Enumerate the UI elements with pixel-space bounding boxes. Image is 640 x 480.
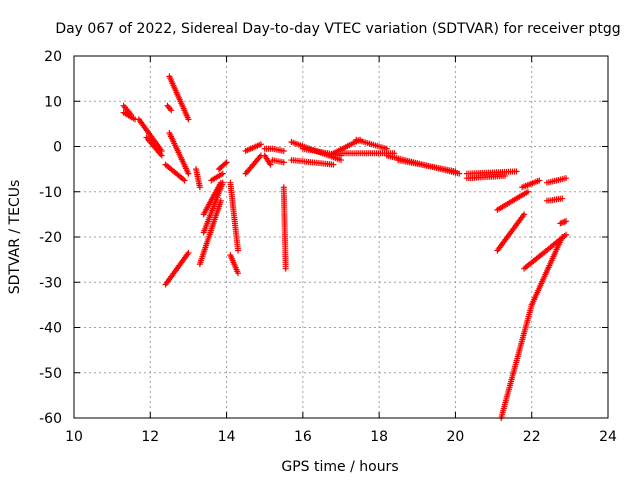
x-tick-label: 24 [599, 429, 617, 445]
data-point [456, 170, 463, 177]
series-arc-24 [280, 184, 289, 272]
series-arc-6 [164, 102, 175, 114]
series-arc-4 [143, 134, 165, 159]
x-tick-labels: 10 12 14 16 18 20 22 24 [65, 429, 617, 445]
x-tick-label: 18 [370, 429, 388, 445]
data-point [185, 170, 192, 177]
series-arc-9 [162, 249, 192, 288]
series-arc-35 [494, 188, 531, 213]
y-tick-label: -60 [39, 411, 62, 427]
y-tick-label: 0 [53, 140, 62, 156]
series-arc-17 [227, 252, 242, 277]
series-arc-41 [543, 175, 570, 186]
y-tick-label: -40 [39, 321, 62, 337]
x-tick-label: 12 [141, 429, 159, 445]
series-arc-34 [463, 172, 509, 182]
data-point [257, 141, 264, 148]
data-point [502, 172, 509, 179]
data-point [235, 247, 242, 254]
data-point [280, 159, 287, 166]
y-tick-label: -30 [39, 275, 62, 291]
data-point [219, 170, 226, 177]
x-tick-label: 20 [447, 429, 465, 445]
data-point [181, 177, 188, 184]
series-arc-23 [269, 145, 287, 155]
y-tick-label: -50 [39, 366, 62, 382]
series-arc-10 [193, 166, 203, 191]
series-arc-42 [543, 195, 566, 204]
data-point [452, 168, 459, 175]
x-axis-label: GPS time / hours [281, 459, 398, 475]
data-point [267, 161, 274, 168]
x-tick-label: 10 [65, 429, 83, 445]
chart-title: Day 067 of 2022, Sidereal Day-to-day VTE… [55, 21, 620, 37]
series-arc-33 [463, 168, 520, 177]
data-point [330, 161, 337, 168]
data-point [185, 249, 192, 256]
y-tick-label: 20 [44, 49, 62, 65]
data-point [282, 265, 289, 272]
data-point [185, 116, 192, 123]
data-point [563, 231, 570, 238]
series-arc-13 [200, 179, 226, 236]
data-point [383, 145, 390, 152]
data-point [196, 184, 203, 191]
series-arc-5 [166, 73, 192, 123]
series-arc-15 [215, 159, 230, 173]
series-arc-11 [196, 197, 224, 268]
y-axis-label: SDTVAR / TECUs [7, 180, 23, 295]
series-arc-20 [261, 152, 274, 168]
y-tick-label: -20 [39, 230, 62, 246]
data-point [521, 211, 528, 218]
axis-ticks [73, 55, 609, 419]
series-arc-7 [166, 129, 192, 177]
data-point [235, 270, 242, 277]
data-point [223, 159, 230, 166]
data-point [513, 168, 520, 175]
data-points [120, 73, 570, 421]
series-arc-37 [498, 301, 535, 421]
series-arc-8 [162, 161, 188, 184]
data-point [168, 107, 175, 114]
data-point [219, 179, 226, 186]
x-tick-label: 14 [218, 429, 236, 445]
y-tick-label: 10 [44, 94, 62, 110]
data-point [524, 188, 531, 195]
series-arc-14 [208, 170, 226, 184]
data-point [563, 218, 570, 225]
series-arc-19 [242, 141, 264, 155]
data-point [217, 197, 224, 204]
data-point [536, 177, 543, 184]
series-arc-43 [557, 218, 570, 227]
series-arc-40 [521, 231, 570, 272]
series-arc-16 [227, 179, 242, 254]
series-arc-22 [269, 157, 287, 166]
data-point [559, 195, 566, 202]
data-point [222, 160, 229, 167]
x-tick-label: 16 [294, 429, 312, 445]
series-arc-39 [528, 234, 566, 308]
series-arc-29 [338, 150, 398, 157]
series-arc-30 [353, 136, 390, 152]
series-arc-32 [395, 157, 459, 175]
series-arc-38 [519, 177, 543, 191]
series-arc-18 [242, 152, 264, 177]
y-tick-label: -10 [39, 185, 62, 201]
data-point [563, 175, 570, 182]
series-arc-36 [494, 211, 528, 254]
data-point [280, 148, 287, 155]
y-tick-labels: -60 -50 -40 -30 -20 -10 0 10 20 [39, 49, 62, 427]
grid-lines [74, 56, 608, 418]
x-tick-label: 22 [523, 429, 541, 445]
series-arc-2 [120, 109, 139, 123]
data-point [158, 152, 165, 159]
series-arc-26 [288, 157, 337, 168]
